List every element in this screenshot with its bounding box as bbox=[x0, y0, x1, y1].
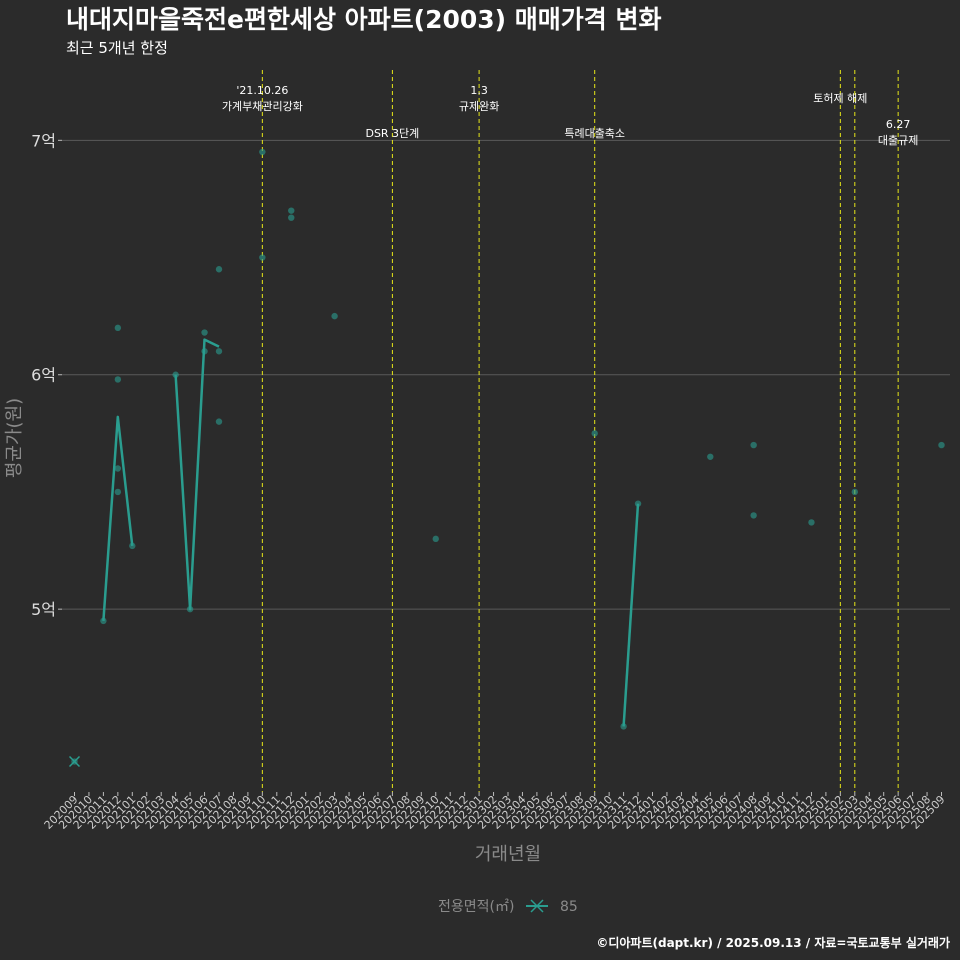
data-point bbox=[851, 488, 858, 496]
data-point bbox=[100, 617, 107, 625]
data-point bbox=[634, 500, 642, 507]
data-point bbox=[808, 519, 815, 526]
data-point bbox=[259, 254, 266, 261]
chart-title: 내대지마을죽전e편한세상 아파트(2003) 매매가격 변화 bbox=[66, 5, 662, 34]
data-point bbox=[172, 371, 179, 378]
event-label: 특례대출축소 bbox=[564, 127, 625, 140]
y-tick-label: 6억 bbox=[31, 366, 56, 385]
y-axis-ticks: 5억 6억 7억 bbox=[31, 131, 62, 619]
event-label: 1.3 bbox=[470, 84, 488, 97]
data-point bbox=[938, 441, 945, 449]
y-axis-title: 평균가(원) bbox=[4, 398, 25, 478]
series-line bbox=[102, 415, 134, 621]
single-point-cross bbox=[68, 755, 81, 768]
y-tick-label: 7억 bbox=[31, 131, 56, 150]
data-point bbox=[129, 542, 136, 550]
event-label: '21.10.26 bbox=[236, 84, 288, 97]
series-line bbox=[622, 503, 640, 727]
data-point bbox=[288, 207, 295, 214]
chart-subtitle: 최근 5개년 한정 bbox=[66, 39, 168, 57]
data-point bbox=[432, 535, 439, 543]
data-point bbox=[750, 441, 757, 449]
data-point bbox=[591, 430, 598, 437]
data-point bbox=[201, 329, 208, 336]
data-point bbox=[750, 512, 757, 519]
series-points bbox=[68, 148, 945, 768]
data-point bbox=[114, 376, 122, 383]
series-lines bbox=[102, 338, 640, 727]
series-line bbox=[174, 338, 220, 611]
event-label: 규제완화 bbox=[459, 100, 499, 113]
data-point bbox=[620, 723, 627, 730]
data-point bbox=[259, 148, 266, 156]
data-point bbox=[201, 348, 208, 355]
chart-caption: ©디아파트(dapt.kr) / 2025.09.13 / 자료=국토교통부 실… bbox=[596, 935, 950, 950]
data-point bbox=[186, 605, 194, 613]
x-axis-ticks: 2020092020102020112020122021012021022021… bbox=[42, 792, 948, 832]
data-point bbox=[707, 453, 714, 460]
legend: 전용면적(㎡) 85 bbox=[438, 899, 578, 915]
legend-title: 전용면적(㎡) bbox=[438, 899, 514, 915]
data-point bbox=[331, 312, 338, 320]
legend-cross-key-b bbox=[530, 899, 544, 913]
legend-label: 85 bbox=[560, 899, 578, 915]
data-point bbox=[288, 214, 295, 221]
event-label: 토허제 해제 bbox=[813, 91, 867, 105]
event-label: 대출규제 bbox=[878, 134, 918, 147]
event-label: DSR 3단계 bbox=[365, 127, 419, 140]
y-tick-label: 5억 bbox=[31, 600, 56, 619]
gridlines bbox=[62, 139, 950, 610]
data-point bbox=[215, 418, 223, 425]
event-label: 6.27 bbox=[886, 118, 911, 131]
event-label: 가계부채관리강화 bbox=[222, 100, 303, 113]
data-point bbox=[215, 266, 223, 273]
data-point bbox=[114, 324, 122, 332]
data-point bbox=[215, 348, 223, 355]
x-axis-title: 거래년월 bbox=[475, 844, 541, 865]
data-point bbox=[114, 465, 122, 472]
data-point bbox=[114, 488, 122, 496]
